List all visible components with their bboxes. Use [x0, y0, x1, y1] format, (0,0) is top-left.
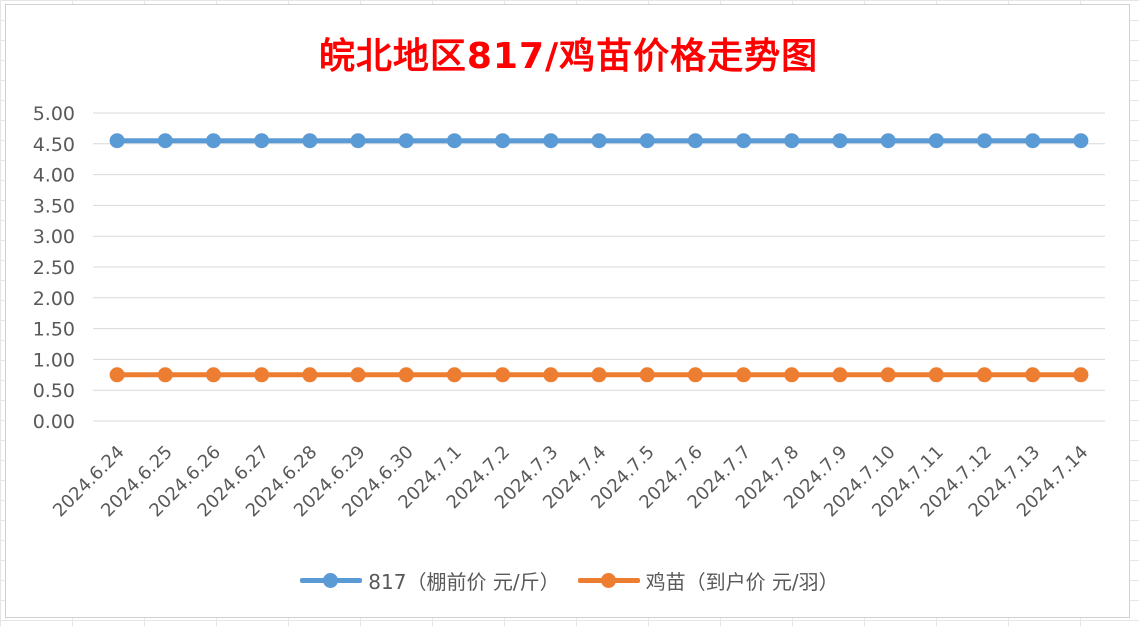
data-point — [1073, 367, 1089, 383]
data-point — [1025, 367, 1041, 383]
y-tick-label: 4.50 — [33, 134, 75, 156]
y-tick-label: 1.00 — [33, 349, 75, 371]
data-point — [398, 133, 414, 149]
chart-area[interactable]: 皖北地区817/鸡苗价格走势图 — [5, 4, 1130, 618]
y-tick-label: 2.00 — [33, 288, 75, 310]
data-point — [832, 367, 848, 383]
data-point — [784, 133, 800, 149]
data-point — [977, 133, 993, 149]
data-point — [302, 133, 318, 149]
data-point — [928, 367, 944, 383]
data-point — [687, 133, 703, 149]
data-point — [205, 367, 221, 383]
legend-label: 鸡苗（到户价 元/羽） — [645, 569, 839, 594]
y-tick-label: 1.50 — [33, 319, 75, 341]
y-axis: 0.00 0.50 1.00 1.50 2.00 2.50 3.00 3.50 4.00 4.50… — [33, 103, 75, 433]
y-tick-label: 3.00 — [33, 226, 75, 248]
series-2 — [109, 367, 1089, 383]
chart-title: 皖北地区817/鸡苗价格走势图 — [318, 36, 819, 77]
data-point — [687, 367, 703, 383]
data-point — [832, 133, 848, 149]
data-point — [350, 367, 366, 383]
data-point — [1073, 133, 1089, 149]
data-point — [880, 367, 896, 383]
data-point — [109, 133, 125, 149]
chart-legend: 817（棚前价 元/斤） 鸡苗（到户价 元/羽） — [0, 562, 1139, 598]
data-point — [446, 367, 462, 383]
data-point — [784, 367, 800, 383]
data-point — [157, 367, 173, 383]
legend-swatch — [300, 573, 363, 588]
data-point — [495, 133, 511, 149]
data-point — [157, 133, 173, 149]
data-point — [446, 133, 462, 149]
series-1 — [109, 133, 1089, 149]
y-tick-label: 3.50 — [33, 195, 75, 217]
data-point — [205, 133, 221, 149]
data-point — [543, 133, 559, 149]
y-tick-label: 2.50 — [33, 257, 75, 279]
data-point — [736, 367, 752, 383]
legend-swatch — [577, 573, 640, 588]
legend-label: 817（棚前价 元/斤） — [368, 569, 560, 594]
data-point — [639, 133, 655, 149]
data-point — [639, 367, 655, 383]
data-point — [109, 367, 125, 383]
data-point — [302, 367, 318, 383]
y-tick-label: 4.00 — [33, 165, 75, 187]
data-point — [495, 367, 511, 383]
data-point — [254, 367, 270, 383]
y-tick-label: 0.00 — [33, 411, 75, 433]
y-tick-label: 5.00 — [33, 103, 75, 125]
data-point — [543, 367, 559, 383]
legend-item: 817（棚前价 元/斤） — [300, 566, 560, 595]
data-point — [736, 133, 752, 149]
data-point — [398, 367, 414, 383]
data-point — [977, 367, 993, 383]
data-point — [880, 133, 896, 149]
data-point — [254, 133, 270, 149]
legend-item: 鸡苗（到户价 元/羽） — [577, 566, 839, 595]
data-point — [1025, 133, 1041, 149]
data-point — [591, 133, 607, 149]
data-point — [928, 133, 944, 149]
y-tick-label: 0.50 — [33, 380, 75, 402]
data-point — [591, 367, 607, 383]
x-axis: 2024.6.242024.6.252024.6.262024.6.272024… — [49, 442, 1092, 522]
data-point — [350, 133, 366, 149]
